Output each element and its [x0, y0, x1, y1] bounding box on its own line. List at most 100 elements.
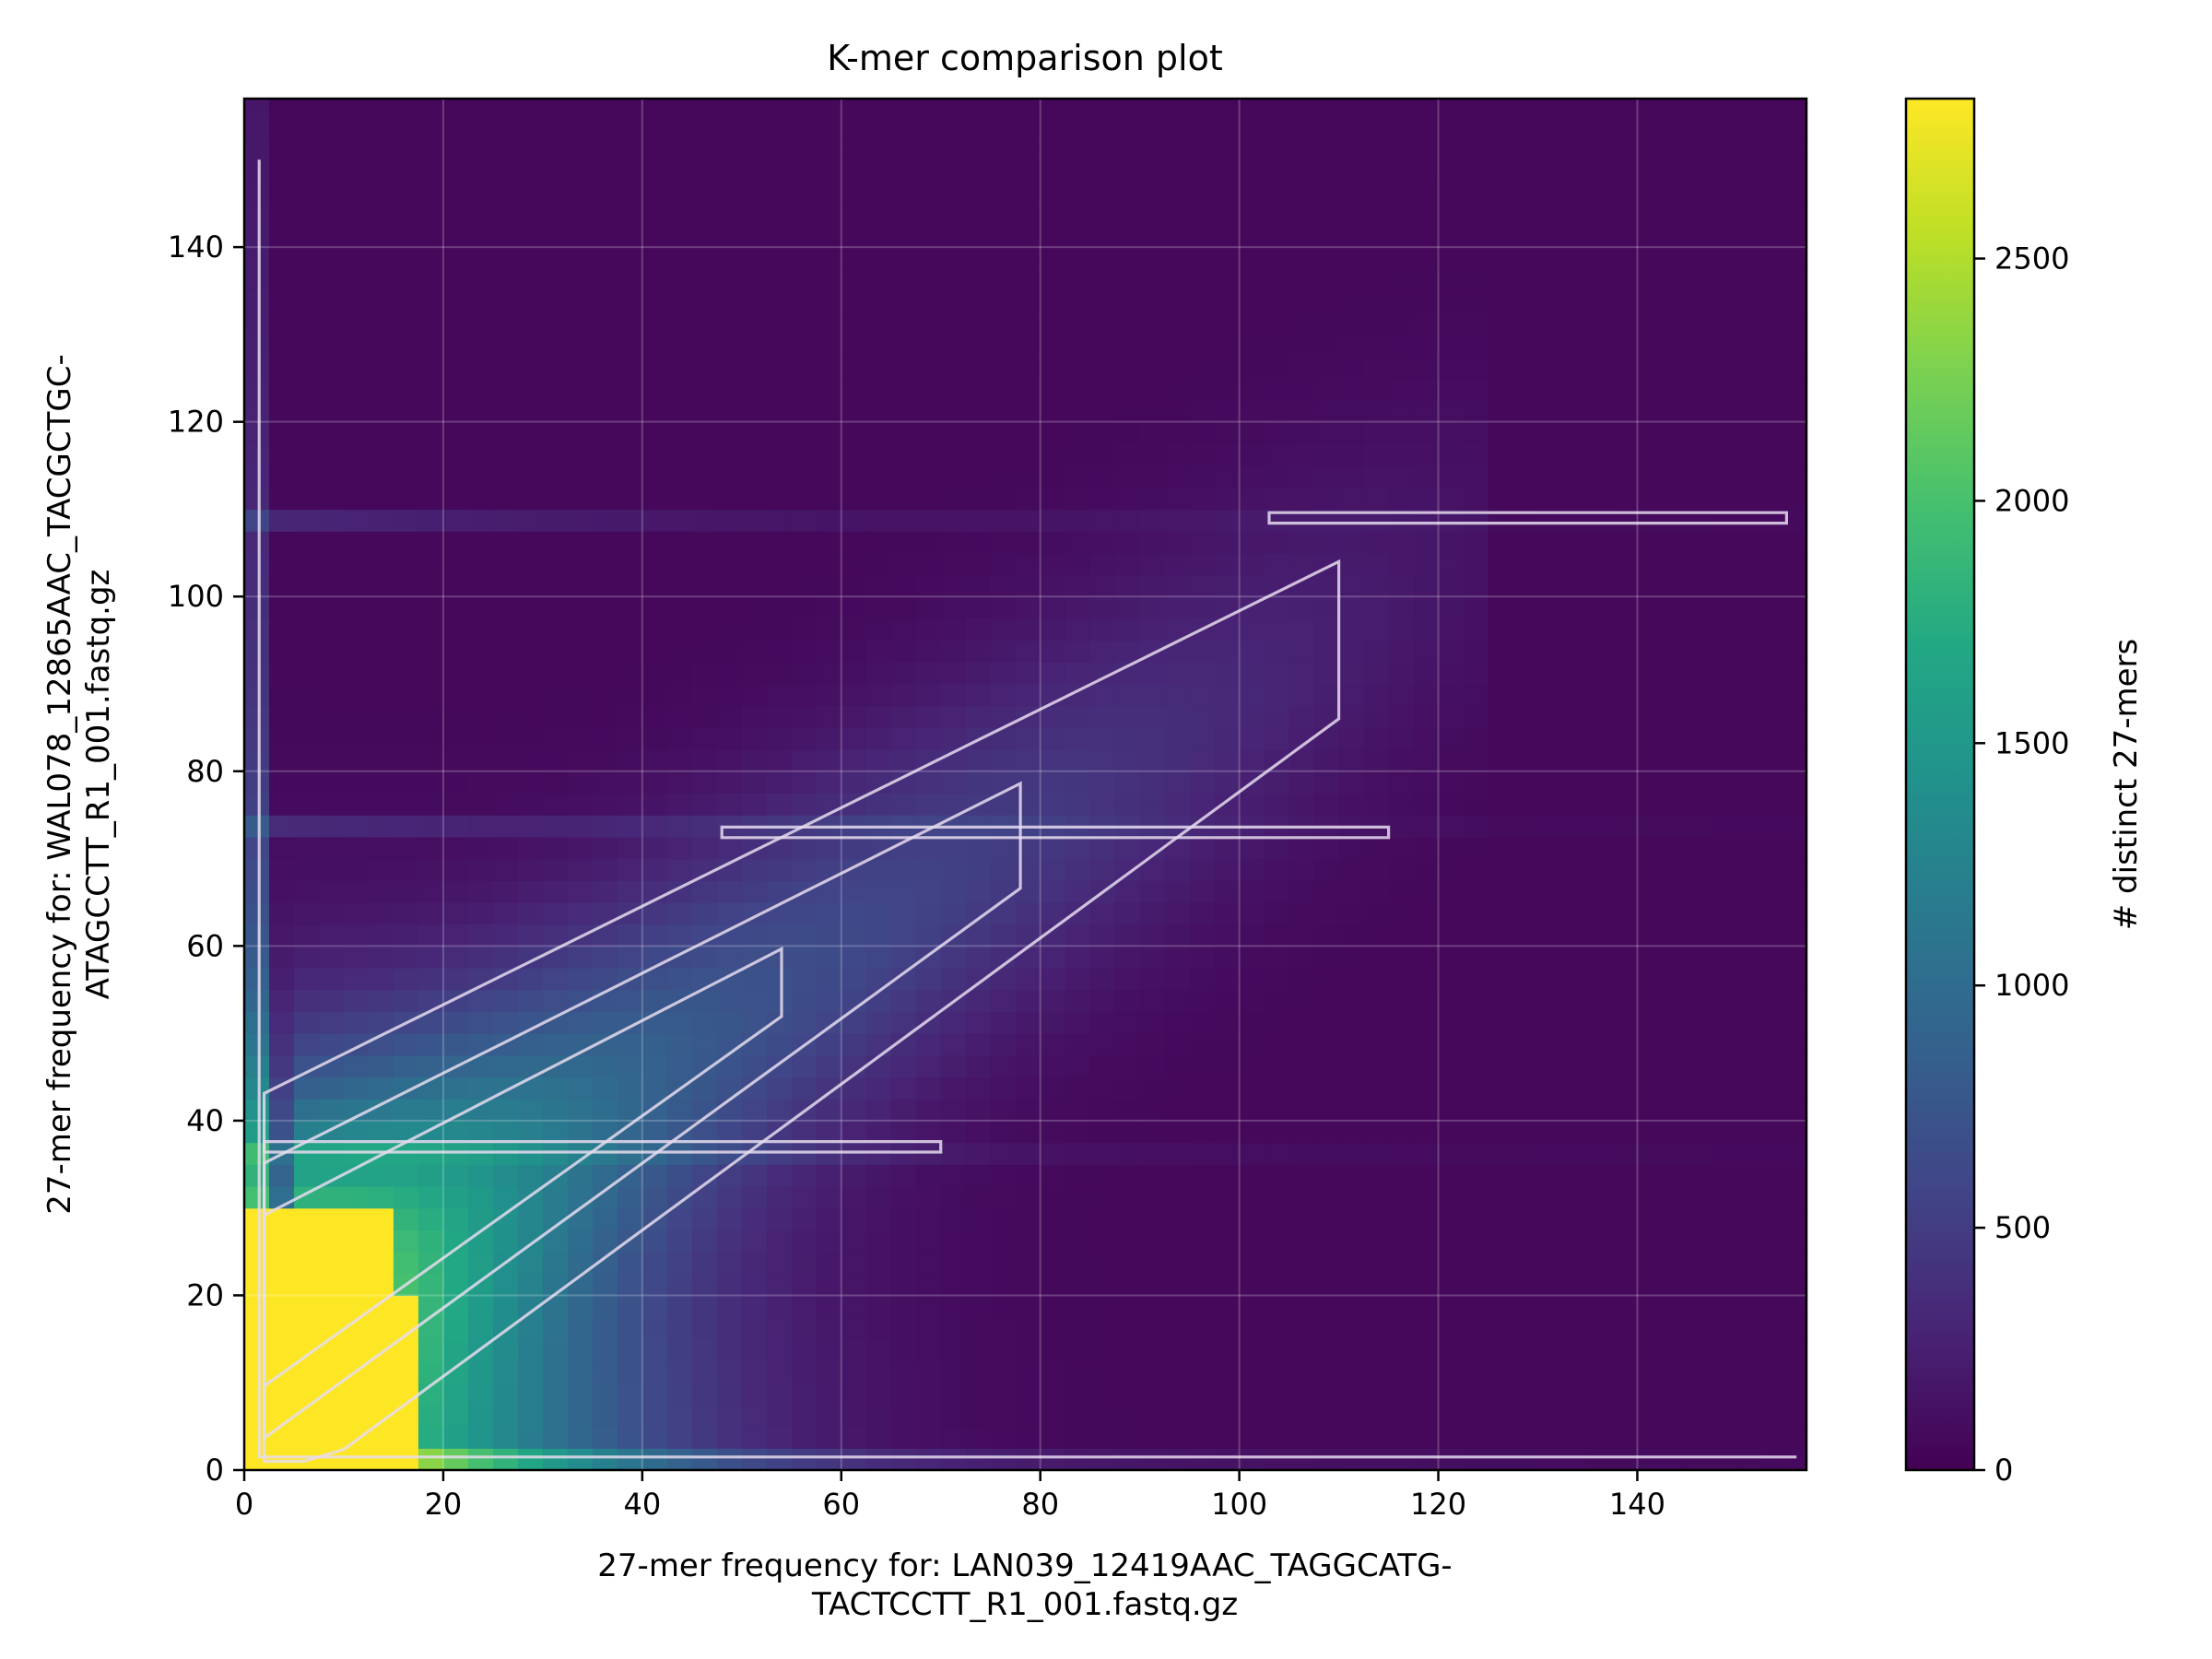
- heatmap-cell: [1488, 989, 1514, 1012]
- heatmap-cell: [592, 225, 618, 248]
- heatmap-cell: [1637, 1120, 1664, 1144]
- heatmap-cell: [1687, 705, 1712, 728]
- heatmap-cell: [741, 1164, 768, 1187]
- heatmap-cell: [1786, 684, 1806, 707]
- heatmap-cell: [369, 1448, 394, 1470]
- heatmap-cell: [592, 858, 618, 881]
- heatmap-cell: [1264, 1099, 1290, 1122]
- heatmap-cell: [1662, 137, 1688, 160]
- heatmap-cell: [1463, 1273, 1489, 1297]
- heatmap-cell: [1612, 771, 1639, 794]
- heatmap-cell: [1736, 596, 1762, 619]
- heatmap-cell: [990, 662, 1017, 685]
- heatmap-cell: [294, 1273, 320, 1297]
- heatmap-cell: [1612, 1033, 1639, 1056]
- heatmap-cell: [741, 574, 768, 597]
- heatmap-cell: [269, 378, 295, 401]
- heatmap-cell: [1736, 1404, 1762, 1428]
- heatmap-cell: [1438, 312, 1465, 335]
- heatmap-cell: [1761, 1099, 1787, 1122]
- heatmap-cell: [1040, 531, 1066, 554]
- heatmap-cell: [1214, 1186, 1241, 1209]
- heatmap-cell: [841, 684, 867, 707]
- heatmap-cell: [666, 1382, 693, 1406]
- heatmap-cell: [1288, 1011, 1315, 1034]
- heatmap-cell: [841, 334, 867, 358]
- heatmap-cell: [741, 421, 768, 444]
- heatmap-cell: [940, 531, 967, 554]
- heatmap-cell: [393, 574, 419, 597]
- heatmap-cell: [1288, 1382, 1315, 1406]
- heatmap-cell: [1463, 116, 1489, 139]
- heatmap-cell: [393, 378, 419, 401]
- heatmap-cell: [990, 684, 1017, 707]
- heatmap-cell: [467, 312, 494, 335]
- heatmap-cell: [1413, 182, 1440, 205]
- heatmap-cell: [1288, 858, 1315, 881]
- heatmap-cell: [344, 815, 370, 838]
- heatmap-cell: [1388, 203, 1415, 226]
- heatmap-cell: [1363, 1404, 1390, 1428]
- heatmap-cell: [1040, 1426, 1066, 1449]
- heatmap-cell: [1065, 793, 1091, 816]
- heatmap-cell: [542, 858, 569, 881]
- heatmap-cell: [691, 400, 718, 423]
- heatmap-cell: [542, 1404, 569, 1428]
- heatmap-cell: [691, 684, 718, 707]
- heatmap-cell: [1288, 225, 1315, 248]
- heatmap-cell: [666, 618, 693, 641]
- heatmap-cell: [1264, 1252, 1290, 1275]
- heatmap-cell: [1687, 1317, 1712, 1340]
- heatmap-cell: [492, 465, 519, 488]
- heatmap-cell: [940, 1382, 967, 1406]
- heatmap-cell: [418, 815, 444, 838]
- heatmap-cell: [890, 946, 917, 969]
- heatmap-cell: [741, 727, 768, 750]
- heatmap-cell: [1587, 531, 1614, 554]
- heatmap-cell: [1488, 574, 1514, 597]
- heatmap-cell: [816, 1448, 842, 1470]
- heatmap-cell: [1537, 771, 1564, 794]
- heatmap-cell: [1239, 421, 1265, 444]
- heatmap-cell: [1438, 1360, 1465, 1383]
- heatmap-cell: [990, 400, 1017, 423]
- heatmap-cell: [1662, 1054, 1688, 1078]
- heatmap-cell: [940, 1252, 967, 1275]
- heatmap-cell: [1761, 1120, 1787, 1144]
- heatmap-cell: [1214, 640, 1241, 663]
- heatmap-cell: [1164, 1033, 1191, 1056]
- heatmap-cell: [369, 268, 394, 292]
- heatmap-cell: [1537, 1317, 1564, 1340]
- heatmap-cell: [965, 705, 992, 728]
- heatmap-cell: [741, 378, 768, 401]
- colorbar-tick-label: 0: [1994, 1453, 2013, 1488]
- heatmap-cell: [990, 443, 1017, 466]
- heatmap-cell: [1413, 1338, 1440, 1362]
- heatmap-cell: [244, 1317, 270, 1340]
- heatmap-cell: [940, 574, 967, 597]
- heatmap-cell: [1065, 334, 1091, 358]
- heatmap-cell: [1313, 137, 1340, 160]
- heatmap-cell: [766, 684, 793, 707]
- heatmap-cell: [1438, 1382, 1465, 1406]
- heatmap-cell: [344, 1448, 370, 1470]
- heatmap-cell: [1463, 268, 1489, 292]
- heatmap-cell: [1562, 662, 1589, 685]
- heatmap-cell: [1537, 203, 1564, 226]
- heatmap-cell: [1712, 574, 1737, 597]
- heatmap-cell: [1239, 1360, 1265, 1383]
- heatmap-cell: [791, 378, 818, 401]
- heatmap-cell: [294, 727, 320, 750]
- heatmap-cell: [1736, 618, 1762, 641]
- heatmap-cell: [442, 901, 469, 925]
- heatmap-cell: [592, 836, 618, 860]
- heatmap-cell: [1488, 1338, 1514, 1362]
- heatmap-cell: [865, 1230, 892, 1253]
- heatmap-cell: [244, 400, 270, 423]
- heatmap-cell: [294, 268, 320, 292]
- heatmap-cell: [666, 749, 693, 772]
- heatmap-cell: [1761, 1360, 1787, 1383]
- heatmap-cell: [1587, 290, 1614, 313]
- heatmap-cell: [1338, 901, 1365, 925]
- heatmap-cell: [1488, 727, 1514, 750]
